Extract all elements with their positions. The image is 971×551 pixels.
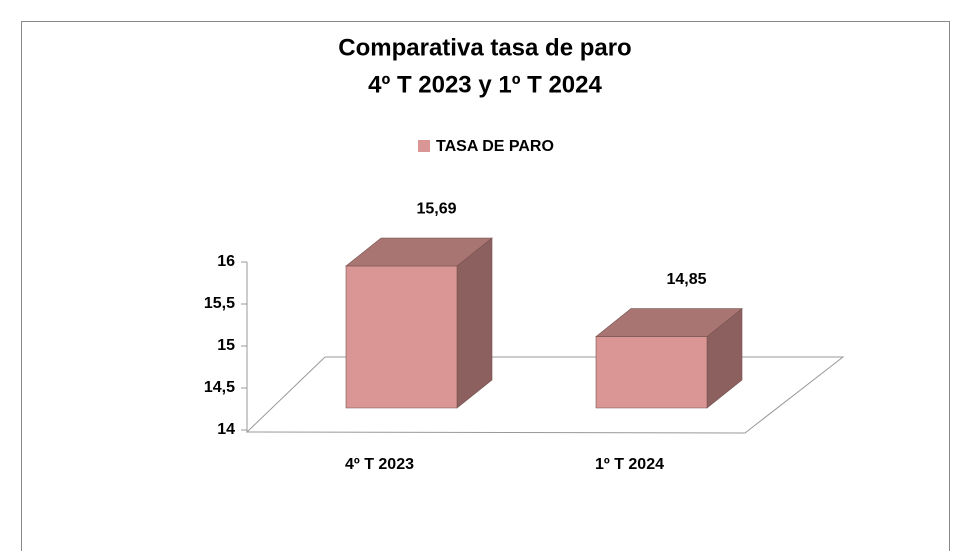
bar [595, 307, 743, 409]
legend-label: TASA DE PARO [436, 138, 554, 155]
chart-title: Comparativa tasa de paro [338, 34, 631, 61]
bar [345, 237, 493, 409]
value-label: 15,69 [416, 200, 456, 217]
floor [245, 356, 845, 434]
y-tick-label: 14,5 [204, 379, 235, 396]
value-label: 14,85 [666, 271, 706, 288]
bar-front [595, 336, 708, 409]
bar-front [345, 265, 458, 409]
y-tick-label: 16 [217, 253, 235, 270]
y-tick-label: 14 [217, 421, 235, 438]
chart-title: 4º T 2023 y 1º T 2024 [368, 71, 602, 98]
x-tick-label: 4º T 2023 [345, 456, 414, 473]
y-tick-label: 15 [217, 337, 235, 354]
y-tick-label: 15,5 [204, 295, 235, 312]
bar-side [456, 237, 493, 409]
legend-swatch [418, 140, 430, 152]
x-tick-label: 1º T 2024 [595, 456, 664, 473]
